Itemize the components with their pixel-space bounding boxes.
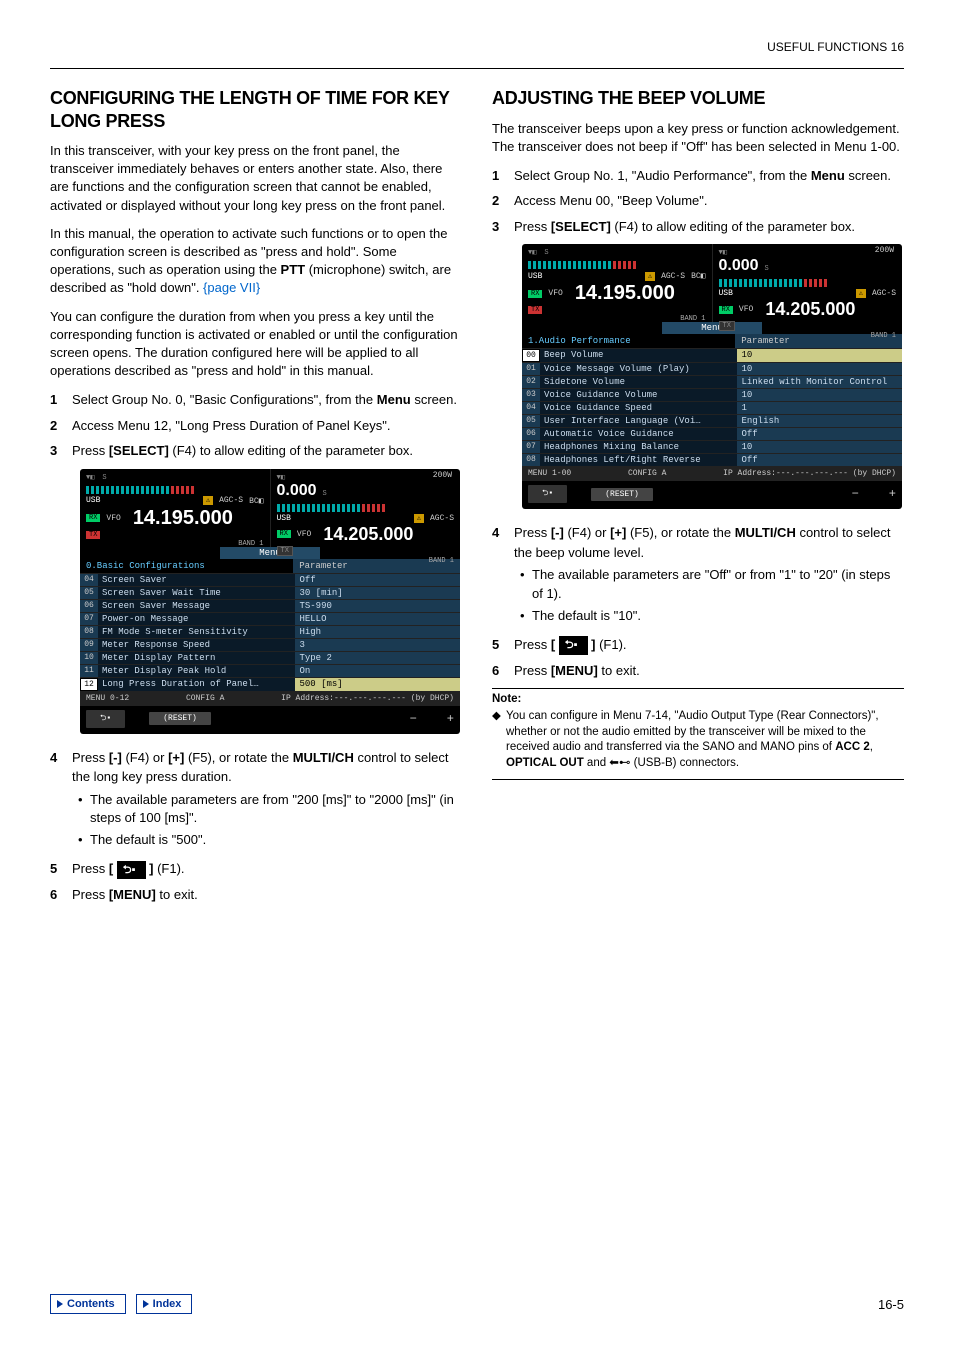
menu-row: 10 Meter Display Pattern Type 2 — [80, 651, 460, 664]
right-steps-2: 4Press [-] (F4) or [+] (F5), or rotate t… — [492, 523, 904, 680]
step-text: Select Group No. 1, "Audio Performance",… — [514, 166, 904, 186]
bullet-item: The available parameters are "Off" or fr… — [532, 566, 904, 602]
menu-row: 09 Meter Response Speed 3 — [80, 638, 460, 651]
step-text: Press [SELECT] (F4) to allow editing of … — [514, 217, 904, 237]
step-item: 4Press [-] (F4) or [+] (F5), or rotate t… — [492, 523, 904, 629]
menu-row: 07 Headphones Mixing Balance 10 — [522, 440, 902, 453]
step-item: 2Access Menu 00, "Beep Volume". — [492, 191, 904, 211]
step-number: 2 — [492, 191, 514, 211]
step-number: 6 — [50, 885, 72, 905]
right-title: ADJUSTING THE BEEP VOLUME — [492, 87, 904, 110]
page-number: 16-5 — [878, 1297, 904, 1312]
left-steps-1: 1Select Group No. 0, "Basic Configuratio… — [50, 390, 462, 461]
menu-row: 05 Screen Saver Wait Time 30 [min] — [80, 586, 460, 599]
left-steps-2: 4Press [-] (F4) or [+] (F5), or rotate t… — [50, 748, 462, 905]
menu-row: 05 User Interface Language (Voi… English — [522, 414, 902, 427]
menu-row: 04 Voice Guidance Speed 1 — [522, 401, 902, 414]
note-text: You can configure in Menu 7-14, "Audio O… — [506, 709, 904, 771]
step-text: Select Group No. 0, "Basic Configuration… — [72, 390, 462, 410]
menu-row: 01 Voice Message Volume (Play) 10 — [522, 362, 902, 375]
step-number: 1 — [492, 166, 514, 186]
step-item: 2Access Menu 12, "Long Press Duration of… — [50, 416, 462, 436]
step-number: 3 — [492, 217, 514, 237]
screenshot-audio-perf: ▼◧S USB⚠AGC-SBC◧ RXVFO14.195.000 TX BAND… — [522, 244, 902, 509]
left-p1: In this transceiver, with your key press… — [50, 142, 462, 215]
step-bullets: The available parameters are "Off" or fr… — [514, 566, 904, 625]
left-p2: In this manual, the operation to activat… — [50, 225, 462, 298]
step-number: 4 — [50, 748, 72, 854]
step-text: Press [ ⮌▪ ] (F1). — [72, 859, 462, 879]
step-number: 1 — [50, 390, 72, 410]
right-column: ADJUSTING THE BEEP VOLUME The transceive… — [492, 87, 904, 913]
step-number: 4 — [492, 523, 514, 629]
note-box: Note: ◆ You can configure in Menu 7-14, … — [492, 688, 904, 780]
t: PTT — [281, 262, 306, 277]
contents-button[interactable]: Contents — [50, 1294, 126, 1314]
note-bullet-icon: ◆ — [492, 709, 506, 771]
right-p1: The transceiver beeps upon a key press o… — [492, 120, 904, 156]
step-text: Access Menu 00, "Beep Volume". — [514, 191, 904, 211]
step-item: 6Press [MENU] to exit. — [492, 661, 904, 681]
menu-row: 12 Long Press Duration of Panel… 500 [ms… — [80, 677, 460, 691]
page-ref-link[interactable]: {page VII} — [203, 280, 260, 295]
menu-row: 06 Automatic Voice Guidance Off — [522, 427, 902, 440]
step-number: 5 — [492, 635, 514, 655]
step-item: 1Select Group No. 0, "Basic Configuratio… — [50, 390, 462, 410]
menu-row: 08 Headphones Left/Right Reverse Off — [522, 453, 902, 466]
step-item: 6Press [MENU] to exit. — [50, 885, 462, 905]
menu-row: 06 Screen Saver Message TS-990 — [80, 599, 460, 612]
menu-row: 07 Power-on Message HELLO — [80, 612, 460, 625]
triangle-icon — [57, 1300, 63, 1308]
step-number: 6 — [492, 661, 514, 681]
menu-row: 08 FM Mode S-meter Sensitivity High — [80, 625, 460, 638]
step-item: 4Press [-] (F4) or [+] (F5), or rotate t… — [50, 748, 462, 854]
screenshot-basic-config: ▼◧S USB⚠AGC-SBC◧ RXVFO14.195.000 TX BAND… — [80, 469, 460, 734]
step-item: 5Press [ ⮌▪ ] (F1). — [492, 635, 904, 655]
right-steps-1: 1Select Group No. 1, "Audio Performance"… — [492, 166, 904, 237]
step-number: 5 — [50, 859, 72, 879]
menu-row: 11 Meter Display Peak Hold On — [80, 664, 460, 677]
contents-label: Contents — [67, 1298, 115, 1310]
menu-row: 02 Sidetone Volume Linked with Monitor C… — [522, 375, 902, 388]
step-number: 2 — [50, 416, 72, 436]
chapter-header: USEFUL FUNCTIONS 16 — [50, 40, 904, 54]
triangle-icon — [143, 1300, 149, 1308]
menu-row: 04 Screen Saver Off — [80, 573, 460, 586]
bullet-item: The available parameters are from "200 [… — [90, 791, 462, 827]
step-item: 1Select Group No. 1, "Audio Performance"… — [492, 166, 904, 186]
bullet-item: The default is "10". — [532, 607, 904, 625]
left-column: CONFIGURING THE LENGTH OF TIME FOR KEY L… — [50, 87, 462, 913]
step-text: Press [SELECT] (F4) to allow editing of … — [72, 441, 462, 461]
step-item: 3Press [SELECT] (F4) to allow editing of… — [492, 217, 904, 237]
step-item: 3Press [SELECT] (F4) to allow editing of… — [50, 441, 462, 461]
step-bullets: The available parameters are from "200 [… — [72, 791, 462, 850]
step-text: Press [ ⮌▪ ] (F1). — [514, 635, 904, 655]
index-label: Index — [153, 1298, 182, 1310]
index-button[interactable]: Index — [136, 1294, 193, 1314]
step-text: Access Menu 12, "Long Press Duration of … — [72, 416, 462, 436]
step-text: Press [-] (F4) or [+] (F5), or rotate th… — [514, 523, 904, 629]
header-divider — [50, 68, 904, 69]
step-item: 5Press [ ⮌▪ ] (F1). — [50, 859, 462, 879]
menu-row: 03 Voice Guidance Volume 10 — [522, 388, 902, 401]
menu-row: 00 Beep Volume 10 — [522, 348, 902, 362]
step-text: Press [MENU] to exit. — [514, 661, 904, 681]
step-text: Press [MENU] to exit. — [72, 885, 462, 905]
left-title: CONFIGURING THE LENGTH OF TIME FOR KEY L… — [50, 87, 462, 132]
step-text: Press [-] (F4) or [+] (F5), or rotate th… — [72, 748, 462, 854]
bullet-item: The default is "500". — [90, 831, 462, 849]
step-number: 3 — [50, 441, 72, 461]
note-label: Note: — [492, 693, 904, 705]
left-p3: You can configure the duration from when… — [50, 308, 462, 381]
